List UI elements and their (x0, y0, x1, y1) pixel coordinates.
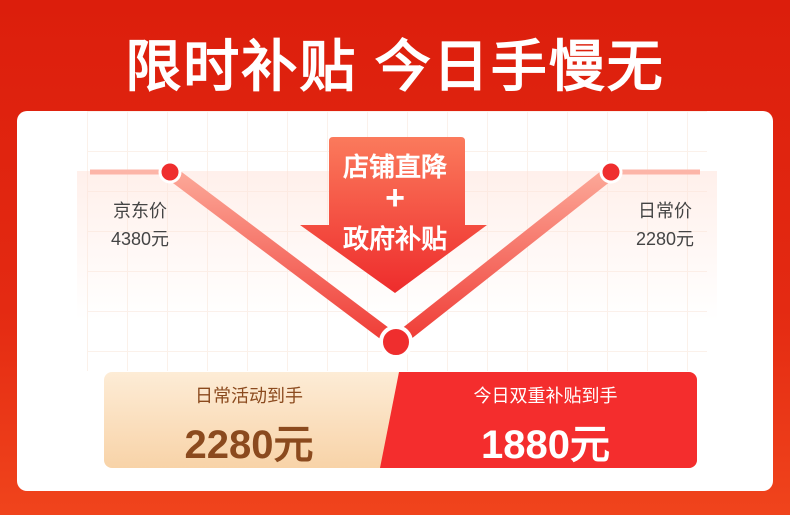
arrow-text-top: 店铺直降 (342, 152, 447, 182)
right-point (599, 160, 623, 184)
arrow-text-plus: + (385, 179, 405, 217)
right-price: 2280元 (635, 229, 695, 249)
right-label: 日常价 (638, 201, 692, 221)
arrow-text-bottom: 政府补贴 (342, 224, 447, 254)
price-bar-highlight (380, 372, 697, 468)
left-point (158, 160, 182, 184)
promo-card: 店铺直降 + 政府补贴 京东价 4380元 日常价 2280元 日常活动到手 2… (17, 111, 773, 491)
bottom-point (379, 325, 413, 359)
left-label: 京东价 (113, 201, 167, 221)
daily-price-value: 2280元 (184, 423, 314, 467)
daily-price-label: 日常活动到手 (195, 386, 303, 406)
left-price: 4380元 (110, 229, 170, 249)
banner-title: 限时补贴 今日手慢无 (125, 35, 665, 98)
price-bar: 日常活动到手 2280元 今日双重补贴到手 1880元 (104, 372, 697, 468)
price-drop-graphic (90, 137, 700, 359)
today-price-label: 今日双重补贴到手 (473, 386, 618, 406)
today-price-value: 1880元 (481, 423, 610, 467)
down-arrow (300, 137, 487, 293)
